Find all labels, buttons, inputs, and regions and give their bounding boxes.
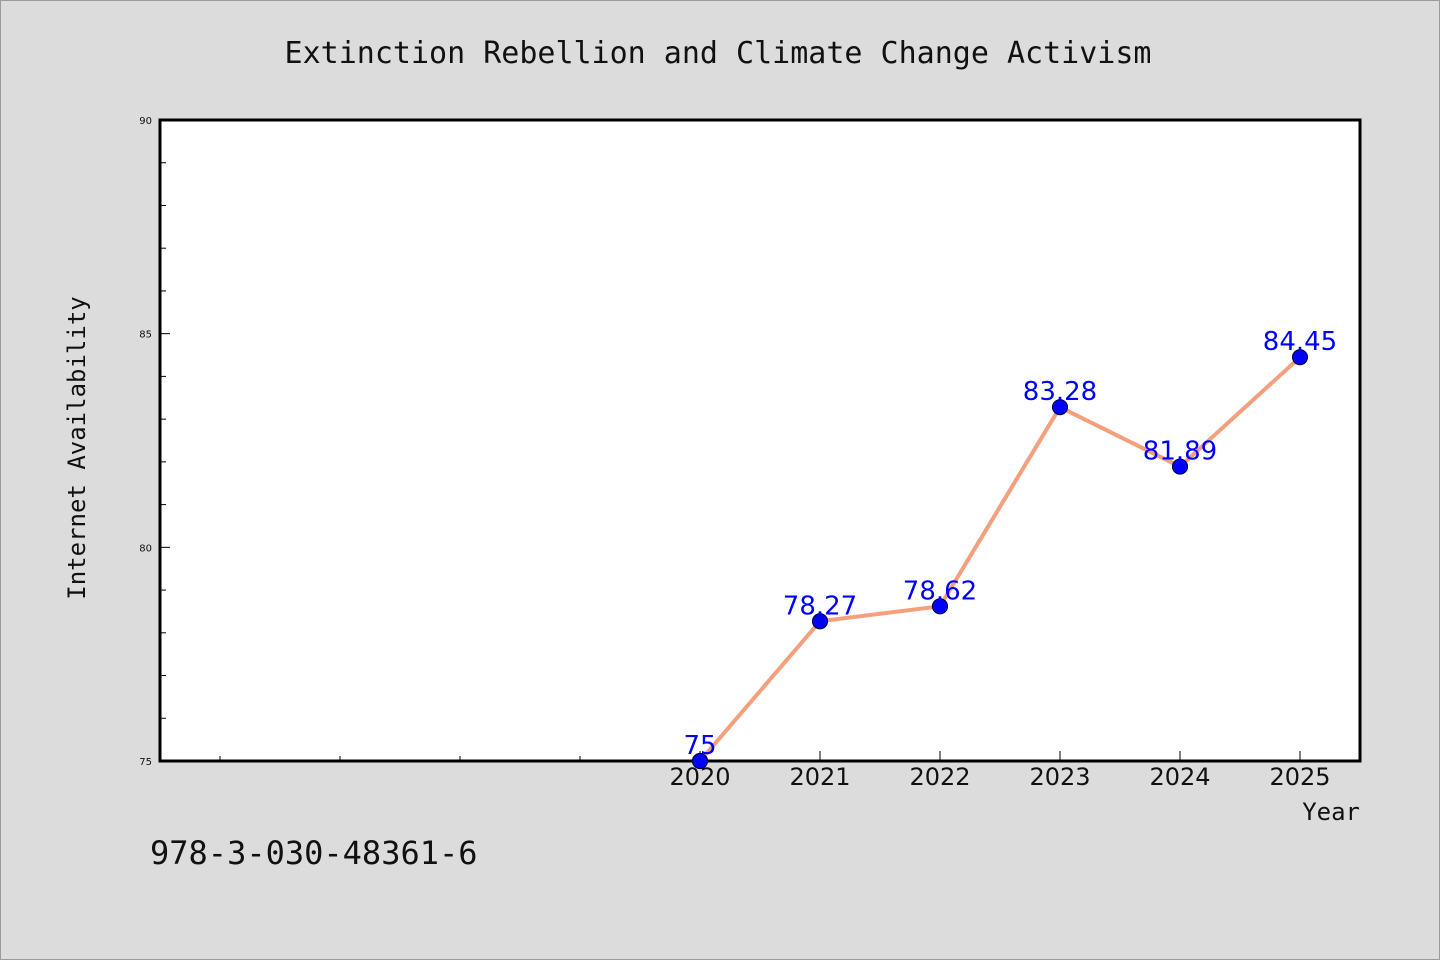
- x-tick-label: 2025: [1269, 763, 1330, 791]
- data-label: 83.28: [1023, 377, 1097, 407]
- x-tick-label: 2021: [789, 763, 850, 791]
- x-axis-title: Year: [1302, 798, 1360, 826]
- x-tick-label: 2023: [1029, 763, 1090, 791]
- data-label: 75: [683, 731, 716, 761]
- chart-title: Extinction Rebellion and Climate Change …: [285, 36, 1152, 71]
- y-tick-label: 80: [139, 543, 152, 554]
- data-point: [691, 752, 709, 770]
- series-layer: 75 78.27 78.62 83.28 81.89 84.45: [683, 327, 1337, 770]
- data-label: 81.89: [1143, 437, 1217, 467]
- data-point: [1291, 349, 1309, 366]
- y-tick-label: 85: [139, 330, 152, 341]
- x-axis: 2020 2021 2022 2023 2024 2025: [219, 751, 1331, 791]
- plot-area: [158, 118, 1362, 763]
- footnote-isbn: 978-3-030-48361-6: [150, 834, 478, 872]
- y-axis: 75 80 85 90: [139, 116, 170, 768]
- y-tick-label: 90: [139, 116, 152, 127]
- data-point: [811, 613, 829, 630]
- y-axis-title: Internet Availability: [63, 296, 91, 599]
- data-label: 78.62: [903, 576, 977, 606]
- data-label: 78.27: [783, 591, 857, 621]
- data-point: [1051, 399, 1069, 416]
- data-point: [1171, 458, 1189, 475]
- data-label: 84.45: [1263, 327, 1337, 357]
- x-tick-label: 2022: [909, 763, 970, 791]
- x-tick-label: 2024: [1149, 763, 1210, 791]
- series-line: [698, 355, 1302, 763]
- y-tick-label: 75: [139, 757, 152, 768]
- data-point: [931, 598, 949, 615]
